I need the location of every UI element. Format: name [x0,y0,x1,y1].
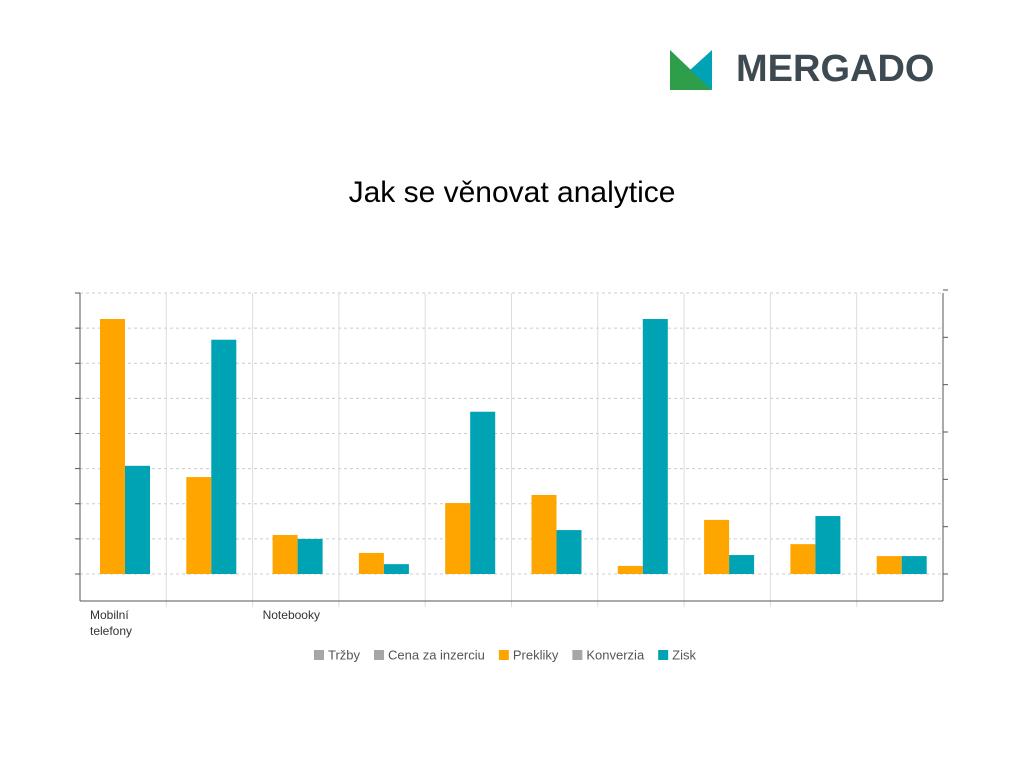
bar [445,503,471,574]
bar [297,538,323,574]
legend-swatch [313,650,324,660]
legend-label: Prekliky [513,647,559,662]
legend-swatch [572,650,583,660]
legend-label: Tržby [328,647,361,662]
legend-label: Zisk [672,647,696,662]
bar [704,519,730,574]
bar [470,411,496,574]
bar [383,564,409,574]
legend-swatch [498,650,509,660]
bar [272,535,298,574]
bar [100,318,125,574]
bar [617,565,643,574]
bar [556,530,582,574]
bar [358,552,384,574]
logo-icon [670,50,712,90]
bar [729,555,755,574]
bar [211,339,237,574]
legend-swatch [374,650,385,660]
x-tick-label: Notebooky [262,608,320,622]
bar [531,494,557,574]
bar [186,477,212,574]
bar [125,465,150,574]
legend-label: Konverzia [586,647,645,662]
bar [901,556,927,574]
legend-label: Cena za inzerciu [388,647,485,662]
logo-text: MERGADO [736,48,934,90]
x-tick-label: Mobilní telefony [90,608,133,638]
bar [642,318,668,574]
bar [815,516,841,574]
chart-title: Jak se věnovat analytice [349,176,676,209]
bar [790,544,816,574]
legend-swatch [658,650,669,660]
bar [876,556,902,574]
